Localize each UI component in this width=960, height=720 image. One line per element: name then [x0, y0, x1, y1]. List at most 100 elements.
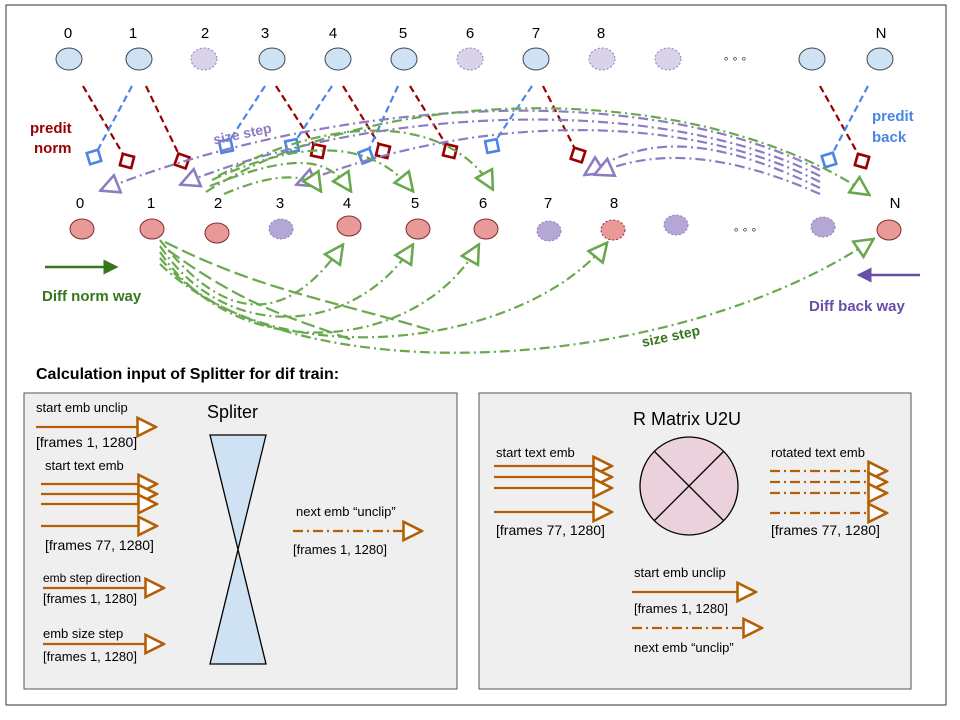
rm-rotated-text-emb-label: rotated text emb — [771, 445, 865, 460]
top-node-skipped — [190, 47, 218, 71]
top-node — [866, 47, 894, 71]
top-node — [258, 47, 286, 71]
bottom-node — [139, 218, 165, 240]
start-text-emb-label: start text emb — [45, 458, 124, 473]
top-node-skipped — [654, 47, 682, 71]
rm-start-emb-unclip-dim: [frames 1, 1280] — [634, 601, 728, 616]
bottom-node — [204, 222, 230, 244]
predit-back-arrow — [492, 85, 533, 146]
top-node — [522, 47, 550, 71]
rm-start-emb-unclip-label: start emb unclip — [634, 565, 726, 580]
diff-norm-way-label: Diff norm way — [42, 288, 142, 305]
bottom-ellipsis: ◦ ◦ ◦ — [734, 221, 757, 237]
norm-step-arrow — [205, 107, 868, 194]
top-node-label: 8 — [597, 25, 605, 42]
predit-back-arrow — [94, 85, 133, 157]
emb-size-step-dim: [frames 1, 1280] — [43, 649, 137, 664]
norm-step-arrow — [211, 149, 412, 190]
bottom-node-label: 0 — [76, 195, 84, 212]
norm-diff-arrow — [164, 241, 431, 332]
emb-step-direction-label: emb step direction — [43, 571, 141, 585]
bottom-node-skipped — [600, 219, 626, 241]
bottom-node-skipped — [536, 220, 562, 242]
rm-rotated-text-emb-dim: [frames 77, 1280] — [771, 522, 880, 538]
top-ellipsis: ◦ ◦ ◦ — [724, 50, 747, 66]
top-node-label: 7 — [532, 25, 540, 42]
predit-back-arrow — [366, 85, 400, 156]
top-node-label: 0 — [64, 25, 72, 42]
bottom-node — [876, 219, 902, 241]
bottom-node-label: 8 — [610, 195, 618, 212]
predit-norm-arrow — [342, 85, 383, 151]
start-emb-unclip-dim: [frames 1, 1280] — [36, 434, 137, 450]
top-node — [125, 47, 153, 71]
bottom-node — [69, 218, 95, 240]
back-step-arrow — [596, 158, 821, 196]
bottom-node-label: 2 — [214, 195, 222, 212]
norm-step-arrow — [217, 129, 492, 188]
predit-norm-label: predit — [30, 120, 72, 137]
calc-title: Calculation input of Splitter for dif tr… — [36, 366, 339, 383]
predit-norm-arrow — [145, 85, 182, 161]
bottom-node-label: 4 — [343, 195, 351, 212]
top-node — [798, 47, 826, 71]
rm-next-emb-label: next emb “unclip” — [634, 640, 734, 655]
top-node-skipped — [456, 47, 484, 71]
bottom-node-label: 3 — [276, 195, 284, 212]
predit-norm-arrow — [819, 85, 862, 161]
bottom-node — [336, 215, 362, 237]
splitter-hourglass — [209, 434, 267, 665]
top-node-skipped — [588, 47, 616, 71]
bottom-node-label: 1 — [147, 195, 155, 212]
bottom-node — [473, 218, 499, 240]
predit-back-label: back — [872, 129, 907, 146]
bottom-node-label: 6 — [479, 195, 487, 212]
top-node-label: 1 — [129, 25, 137, 42]
norm-step-arrow — [209, 161, 350, 190]
bottom-row: 0 1 2 3 4 5 6 7 8 N ◦ ◦ ◦ — [69, 195, 902, 244]
bottom-node-label: 5 — [411, 195, 419, 212]
top-node-label: 2 — [201, 25, 209, 42]
predit-norm-arrow — [82, 85, 127, 161]
predit-back-arrow — [829, 85, 869, 160]
predit-back-arrow — [226, 85, 266, 146]
rm-start-text-emb-dim: [frames 77, 1280] — [496, 522, 605, 538]
predit-back-arrow — [292, 85, 333, 146]
rm-start-text-emb-label: start text emb — [496, 445, 575, 460]
lower-arcs — [159, 240, 872, 354]
splitter-panel: Spliter start emb unclip [frames 1, 1280… — [23, 392, 458, 690]
top-row: 0 1 2 3 4 5 6 7 8 N ◦ ◦ ◦ — [55, 25, 894, 71]
predit-norm-arrow — [275, 85, 318, 151]
norm-diff-arrow — [159, 240, 872, 354]
bottom-node-skipped — [810, 216, 836, 238]
predit-norm-label: norm — [34, 140, 72, 157]
start-text-emb-dim: [frames 77, 1280] — [45, 537, 154, 553]
splitter-title: Spliter — [207, 402, 258, 422]
top-node — [55, 47, 83, 71]
top-node-label: 6 — [466, 25, 474, 42]
diff-back-way-label: Diff back way — [809, 298, 906, 315]
bottom-node — [405, 218, 431, 240]
top-node — [324, 47, 352, 71]
top-node-label: 3 — [261, 25, 269, 42]
back-step-arrow — [182, 118, 821, 184]
norm-diff-arrow — [159, 246, 412, 318]
top-node-label: N — [876, 25, 887, 42]
predit-back-label: predit — [872, 108, 914, 125]
bottom-node-label: 7 — [544, 195, 552, 212]
top-node-label: 5 — [399, 25, 407, 42]
norm-step-arrow — [223, 177, 320, 196]
predit-arrows — [82, 85, 869, 161]
norm-diff-arrow — [167, 249, 353, 342]
bottom-node-label: N — [890, 195, 901, 212]
rmatrix-panel: R Matrix U2U start text emb [frames 77, … — [478, 392, 912, 690]
back-step-arrow — [298, 129, 821, 184]
bottom-node-skipped — [663, 214, 689, 236]
bottom-node-skipped — [268, 218, 294, 240]
upper-arcs — [102, 107, 868, 196]
start-emb-unclip-label: start emb unclip — [36, 400, 128, 415]
rmatrix-title: R Matrix U2U — [633, 409, 741, 429]
next-emb-dim: [frames 1, 1280] — [293, 542, 387, 557]
top-node — [390, 47, 418, 71]
